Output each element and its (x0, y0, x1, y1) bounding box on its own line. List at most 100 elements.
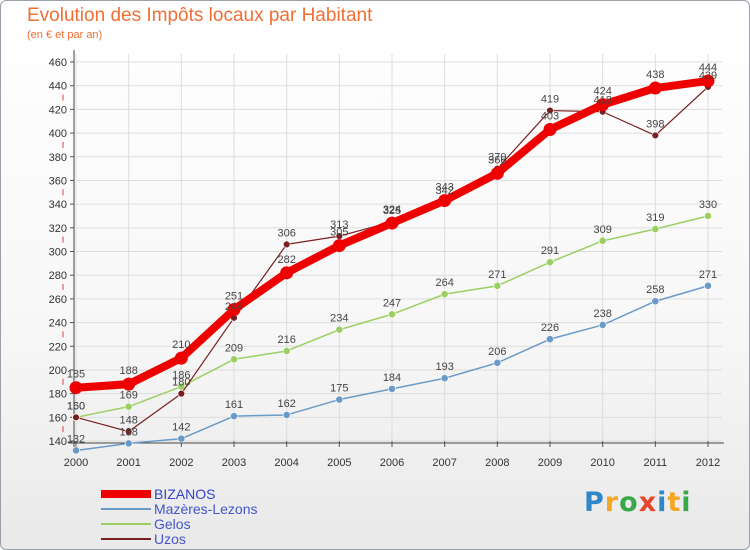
data-label-uzos: 160 (67, 400, 85, 412)
data-point-mazeres (704, 281, 712, 290)
proxiti-logo: Proxiti (584, 487, 692, 518)
data-label-gelos: 319 (646, 212, 664, 224)
data-point-mazeres (440, 374, 449, 383)
data-point-bizanos (701, 74, 715, 88)
y-tick-label: 400 (49, 128, 67, 140)
data-point-mazeres (493, 358, 502, 367)
y-tick-label: 180 (49, 389, 67, 401)
data-point-gelos (704, 212, 712, 220)
data-label-mazeres: 271 (699, 269, 717, 281)
data-point-bizanos (438, 194, 452, 208)
data-label-uzos: 325 (383, 205, 401, 217)
data-label-mazeres: 193 (435, 361, 453, 373)
data-point-gelos (230, 355, 238, 364)
data-point-mazeres (72, 446, 80, 455)
data-label-gelos: 271 (488, 269, 506, 281)
chart-subtitle: (en € et par an) (27, 29, 103, 41)
data-labels: 132 138 142 161 162 175 184 193 206 226 238 258 271 1… (67, 62, 717, 446)
data-point-mazeres (230, 412, 238, 421)
data-label-gelos: 160 (67, 400, 85, 412)
data-label-mazeres: 175 (330, 383, 348, 395)
data-label-bizanos: 185 (67, 369, 85, 381)
logo-letter: r (604, 487, 620, 518)
y-tick-label: 260 (49, 294, 67, 306)
data-label-gelos: 330 (699, 199, 717, 211)
data-label-bizanos: 282 (277, 254, 295, 266)
data-point-uzos (124, 427, 133, 436)
y-tick-label: 160 (49, 412, 67, 424)
data-label-uzos: 342 (435, 185, 453, 197)
data-point-gelos (440, 290, 449, 299)
data-point-bizanos (174, 351, 188, 365)
data-label-mazeres: 238 (593, 308, 611, 320)
data-label-uzos: 370 (488, 152, 506, 164)
legend-label-mazeres: Mazères-Lezons (154, 501, 258, 517)
data-point-mazeres (546, 335, 554, 344)
data-point-mazeres (124, 439, 133, 448)
data-point-bizanos (227, 303, 241, 317)
data-point-uzos (546, 106, 554, 115)
data-label-bizanos: 210 (172, 339, 190, 351)
data-label-bizanos: 251 (225, 291, 243, 303)
data-label-mazeres: 161 (225, 399, 243, 411)
data-point-gelos (388, 310, 396, 319)
logo-letter: P (584, 487, 605, 518)
logo-letter: o (619, 487, 639, 518)
data-label-bizanos: 424 (593, 86, 611, 98)
data-label-mazeres: 138 (119, 426, 137, 438)
legend-label-bizanos: BIZANOS (154, 486, 215, 502)
data-label-bizanos: 403 (541, 111, 559, 123)
data-label-gelos: 216 (277, 334, 295, 346)
logo-letter: t (667, 487, 682, 518)
data-point-gelos (282, 347, 291, 355)
y-tick-label: 380 (49, 152, 67, 164)
data-label-bizanos: 366 (488, 154, 506, 166)
grid-lines (75, 54, 722, 442)
data-point-uzos (282, 240, 291, 249)
data-point-gelos (546, 258, 554, 267)
data-point-gelos (493, 281, 502, 290)
y-tick-label: 140 (49, 436, 67, 448)
data-point-uzos (651, 131, 660, 140)
x-tick-label: 2002 (169, 457, 193, 469)
data-label-mazeres: 226 (541, 322, 559, 334)
data-label-mazeres: 132 (67, 433, 85, 445)
data-label-gelos: 309 (593, 224, 611, 236)
data-point-bizanos (596, 98, 610, 112)
data-label-uzos: 244 (225, 301, 243, 313)
data-label-mazeres: 162 (277, 398, 295, 410)
data-label-uzos: 180 (172, 377, 190, 389)
legend-label-uzos: Uzos (154, 531, 186, 547)
x-tick-label: 2010 (590, 457, 614, 469)
data-point-mazeres (651, 297, 660, 306)
x-tick-label: 2007 (432, 457, 456, 469)
y-tick-label: 300 (49, 247, 67, 259)
x-tick-label: 2009 (538, 457, 562, 469)
data-label-uzos: 419 (541, 94, 559, 106)
data-point-gelos (651, 225, 660, 233)
y-tick-label: 280 (49, 270, 67, 282)
data-label-bizanos: 188 (119, 365, 137, 377)
data-point-bizanos (543, 123, 557, 137)
x-tick-label: 2006 (380, 457, 404, 469)
data-label-mazeres: 142 (172, 422, 190, 434)
data-label-bizanos: 444 (699, 62, 717, 74)
x-tick-label: 2000 (64, 457, 88, 469)
data-label-uzos: 418 (593, 95, 611, 107)
y-tick-label: 340 (49, 199, 67, 211)
axes (62, 50, 724, 447)
logo-letter: x (638, 487, 658, 518)
data-label-gelos: 234 (330, 313, 348, 325)
x-tick-label: 2012 (696, 457, 720, 469)
data-label-gelos: 247 (383, 297, 401, 309)
data-point-gelos (124, 402, 133, 411)
x-tick-label: 2011 (644, 457, 668, 469)
y-tick-label: 360 (49, 175, 67, 187)
data-point-bizanos (332, 239, 346, 253)
logo-letter: i (681, 487, 692, 518)
data-label-gelos: 186 (172, 370, 190, 382)
data-label-gelos: 209 (225, 342, 243, 354)
data-point-mazeres (177, 434, 186, 443)
